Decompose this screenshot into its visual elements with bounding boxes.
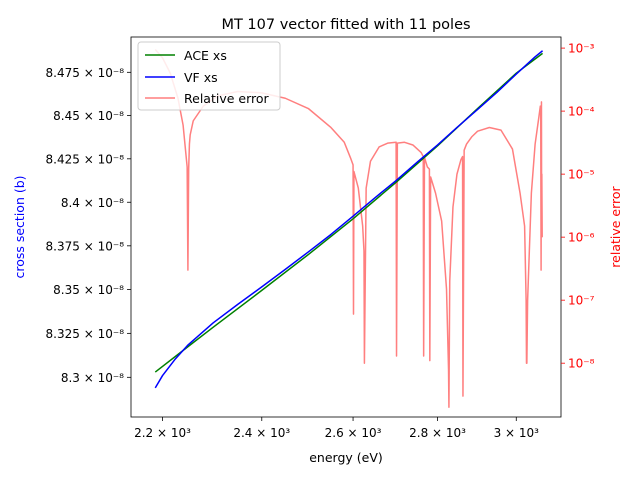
left-y-tick-label: 8.475 × 10⁻⁸ [46,66,125,80]
legend-label-vf-xs: VF xs [184,70,218,85]
legend: ACE xs VF xs Relative error [137,41,281,111]
right-y-tick-label: 10⁻⁷ [568,294,595,308]
left-y-tick-label: 8.35 × 10⁻⁸ [53,283,124,297]
right-y-tick-label: 10⁻⁶ [568,231,595,245]
legend-frame [137,41,281,111]
right-y-axis-ticks: 10⁻⁸ 10⁻⁷ 10⁻⁶ 10⁻⁵ 10⁻⁴ 10⁻³ [561,42,595,371]
right-y-tick-label: 10⁻⁴ [568,105,595,119]
right-y-axis-label: relative error [608,185,623,267]
right-y-tick-label: 10⁻⁸ [568,357,595,371]
left-y-tick-label: 8.4 × 10⁻⁸ [61,196,124,210]
x-tick-label: 2.8 × 10³ [409,426,466,440]
right-y-tick-label: 10⁻³ [568,42,595,56]
chart-title: MT 107 vector fitted with 11 poles [221,17,470,33]
left-y-tick-label: 8.425 × 10⁻⁸ [46,152,125,166]
left-y-tick-label: 8.325 × 10⁻⁸ [46,327,125,341]
legend-label-relative-error: Relative error [184,91,270,106]
x-tick-label: 2.6 × 10³ [325,426,382,440]
left-y-axis-ticks: 8.3 × 10⁻⁸ 8.325 × 10⁻⁸ 8.35 × 10⁻⁸ 8.375 ×… [46,66,131,385]
x-tick-label: 2.2 × 10³ [134,426,191,440]
left-y-tick-label: 8.375 × 10⁻⁸ [46,239,125,253]
series-line-ace-xs [154,52,544,373]
left-y-tick-label: 8.3 × 10⁻⁸ [61,371,124,385]
right-y-tick-label: 10⁻⁵ [568,168,595,182]
x-tick-label: 3 × 10³ [494,426,540,440]
series-line-vf-xs [154,50,544,389]
x-axis-label: energy (eV) [309,450,383,465]
left-y-tick-label: 8.45 × 10⁻⁸ [53,109,124,123]
x-tick-label: 2.4 × 10³ [233,426,290,440]
left-y-axis-label: cross section (b) [12,175,27,278]
axes-frame [130,36,562,418]
x-axis-ticks: 2.2 × 10³ 2.4 × 10³ 2.6 × 10³ 2.8 × 10³ 3 × … [134,417,539,440]
legend-label-ace-xs: ACE xs [184,48,227,63]
